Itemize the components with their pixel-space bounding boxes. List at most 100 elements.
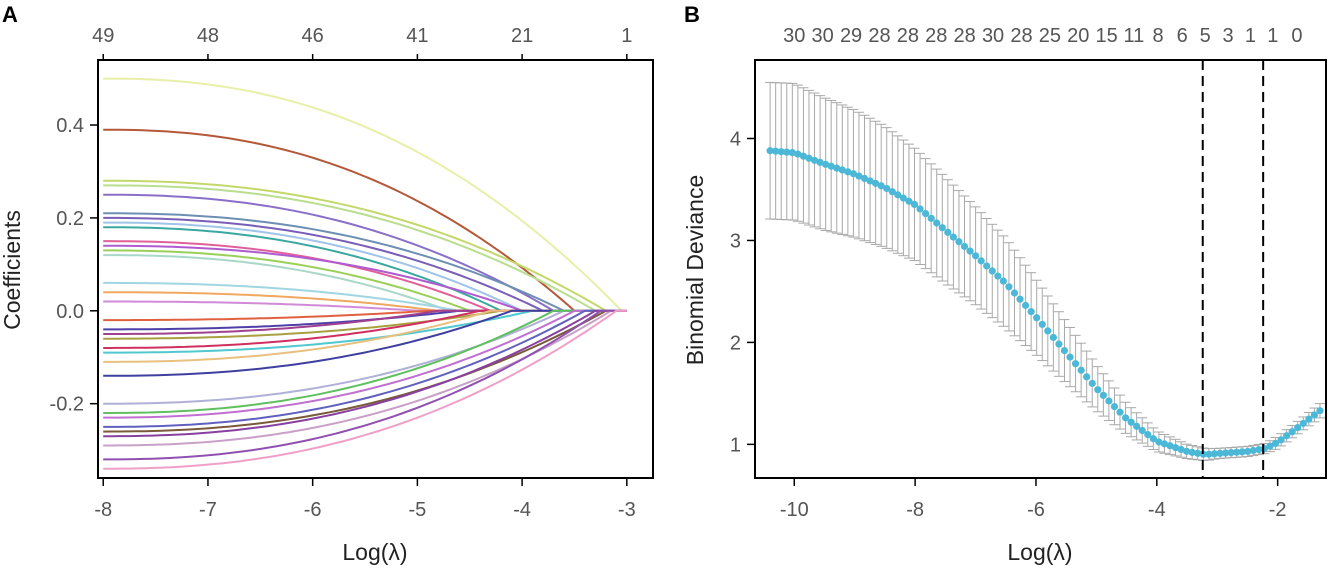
coefficient-path-v19	[103, 309, 627, 335]
deviance-point	[894, 191, 902, 199]
deviance-point	[994, 272, 1002, 280]
deviance-point	[1099, 391, 1107, 399]
deviance-point	[1121, 414, 1130, 422]
panel-b-top-axis: 30 30 29 28 28 28 28 30 28 25 20 15 11 8 6 5 3 1 1 0	[783, 25, 1302, 47]
panel-b-x-axis-title: Log(λ)	[1007, 539, 1072, 565]
coefficient-path-v2	[103, 128, 627, 312]
coefficient-path-v14	[103, 281, 627, 312]
deviance-point	[1077, 366, 1085, 374]
deviance-point	[1271, 439, 1280, 447]
deviance-point	[1027, 307, 1035, 316]
deviance-point	[1155, 438, 1163, 446]
deviance-point	[1255, 445, 1263, 454]
deviance-point	[1088, 379, 1096, 387]
panel-b-lambda-lines	[1201, 60, 1265, 478]
panel-a-frame	[97, 59, 654, 479]
top-tick-label: 41	[406, 25, 428, 47]
deviance-point	[1199, 450, 1207, 458]
deviance-point	[899, 194, 908, 202]
deviance-point	[1277, 436, 1285, 444]
deviance-point	[1299, 419, 1307, 427]
top-tick-label: 0	[1291, 25, 1302, 47]
deviance-point	[788, 149, 796, 157]
deviance-point	[1288, 428, 1296, 436]
coefficient-path-v28	[103, 309, 627, 428]
deviance-point	[1149, 435, 1157, 443]
top-tick-label: 8	[1152, 25, 1163, 47]
coefficient-path-v1	[103, 77, 627, 312]
deviance-point	[983, 262, 991, 270]
deviance-point	[966, 247, 974, 255]
top-tick-label: 30	[982, 25, 1004, 47]
top-tick-label: 46	[302, 25, 324, 47]
deviance-point	[860, 174, 869, 183]
top-tick-label: 11	[1123, 25, 1144, 47]
coefficient-path-v15	[103, 291, 627, 312]
top-tick-label: 49	[92, 25, 114, 47]
coefficient-path-v17	[103, 309, 627, 322]
deviance-point	[849, 170, 858, 178]
deviance-point	[1049, 333, 1057, 342]
deviance-point	[1316, 407, 1324, 415]
top-tick-label: 25	[1039, 25, 1061, 47]
deviance-point	[1194, 449, 1202, 457]
top-tick-label: 1	[621, 25, 632, 47]
panel-b-deviance-points	[766, 147, 1324, 458]
x-tick-label: -3	[618, 499, 636, 521]
deviance-point	[960, 242, 969, 251]
coefficient-path-v16	[103, 300, 627, 312]
deviance-point	[1305, 415, 1313, 423]
deviance-point	[783, 148, 791, 156]
deviance-point	[977, 257, 985, 265]
deviance-point	[1138, 426, 1146, 435]
deviance-point	[933, 219, 941, 227]
deviance-point	[1310, 411, 1319, 419]
deviance-point	[1177, 445, 1185, 454]
deviance-point	[1249, 446, 1257, 455]
top-tick-label: 28	[925, 25, 947, 47]
deviance-point	[1127, 418, 1135, 426]
coefficient-path-v6	[103, 212, 627, 312]
coefficient-path-v12	[103, 249, 627, 312]
deviance-point	[944, 228, 952, 236]
coefficient-path-v22	[103, 309, 627, 354]
panel-b-x-axis: -10 -8 -6 -4 -2	[780, 478, 1287, 521]
deviance-point	[1216, 449, 1224, 457]
deviance-point	[888, 188, 896, 196]
deviance-point	[1105, 397, 1113, 405]
panel-a-top-axis: 49 48 46 41 21 1	[92, 25, 632, 60]
panel-b-y-axis-title: Binomial Deviance	[682, 175, 708, 365]
panel-a-y-axis: -0.2 0.0 0.2 0.4	[50, 115, 98, 416]
deviance-point	[794, 150, 802, 158]
x-tick-label: -4	[513, 499, 531, 521]
top-tick-label: 28	[897, 25, 919, 47]
panel-a-y-axis-title: Coefficients	[0, 210, 25, 330]
deviance-point	[1021, 301, 1030, 309]
deviance-point	[910, 200, 919, 209]
deviance-point	[1171, 444, 1180, 452]
deviance-point	[1016, 295, 1024, 303]
panel-b-error-bars	[765, 81, 1325, 461]
coefficient-path-v23	[103, 309, 627, 363]
top-tick-label: 21	[511, 25, 533, 47]
deviance-point	[922, 210, 930, 218]
top-tick-label: 28	[868, 25, 890, 47]
deviance-point	[766, 147, 774, 155]
deviance-point	[1083, 373, 1091, 381]
top-tick-label: 48	[197, 25, 219, 47]
x-tick-label: -7	[199, 499, 217, 521]
panel-b-y-axis: 1 2 3 4	[730, 129, 755, 456]
deviance-point	[805, 154, 813, 162]
deviance-point	[938, 224, 946, 232]
deviance-point	[1221, 449, 1230, 457]
deviance-point	[1244, 447, 1252, 456]
top-tick-label: 20	[1067, 25, 1089, 47]
deviance-point	[816, 158, 824, 166]
x-tick-label: -4	[1148, 499, 1166, 521]
deviance-point	[799, 152, 808, 160]
coefficient-path-v24	[103, 309, 627, 377]
deviance-point	[1071, 360, 1080, 368]
deviance-point	[1060, 346, 1069, 355]
deviance-point	[1110, 402, 1119, 411]
deviance-point	[844, 168, 852, 176]
